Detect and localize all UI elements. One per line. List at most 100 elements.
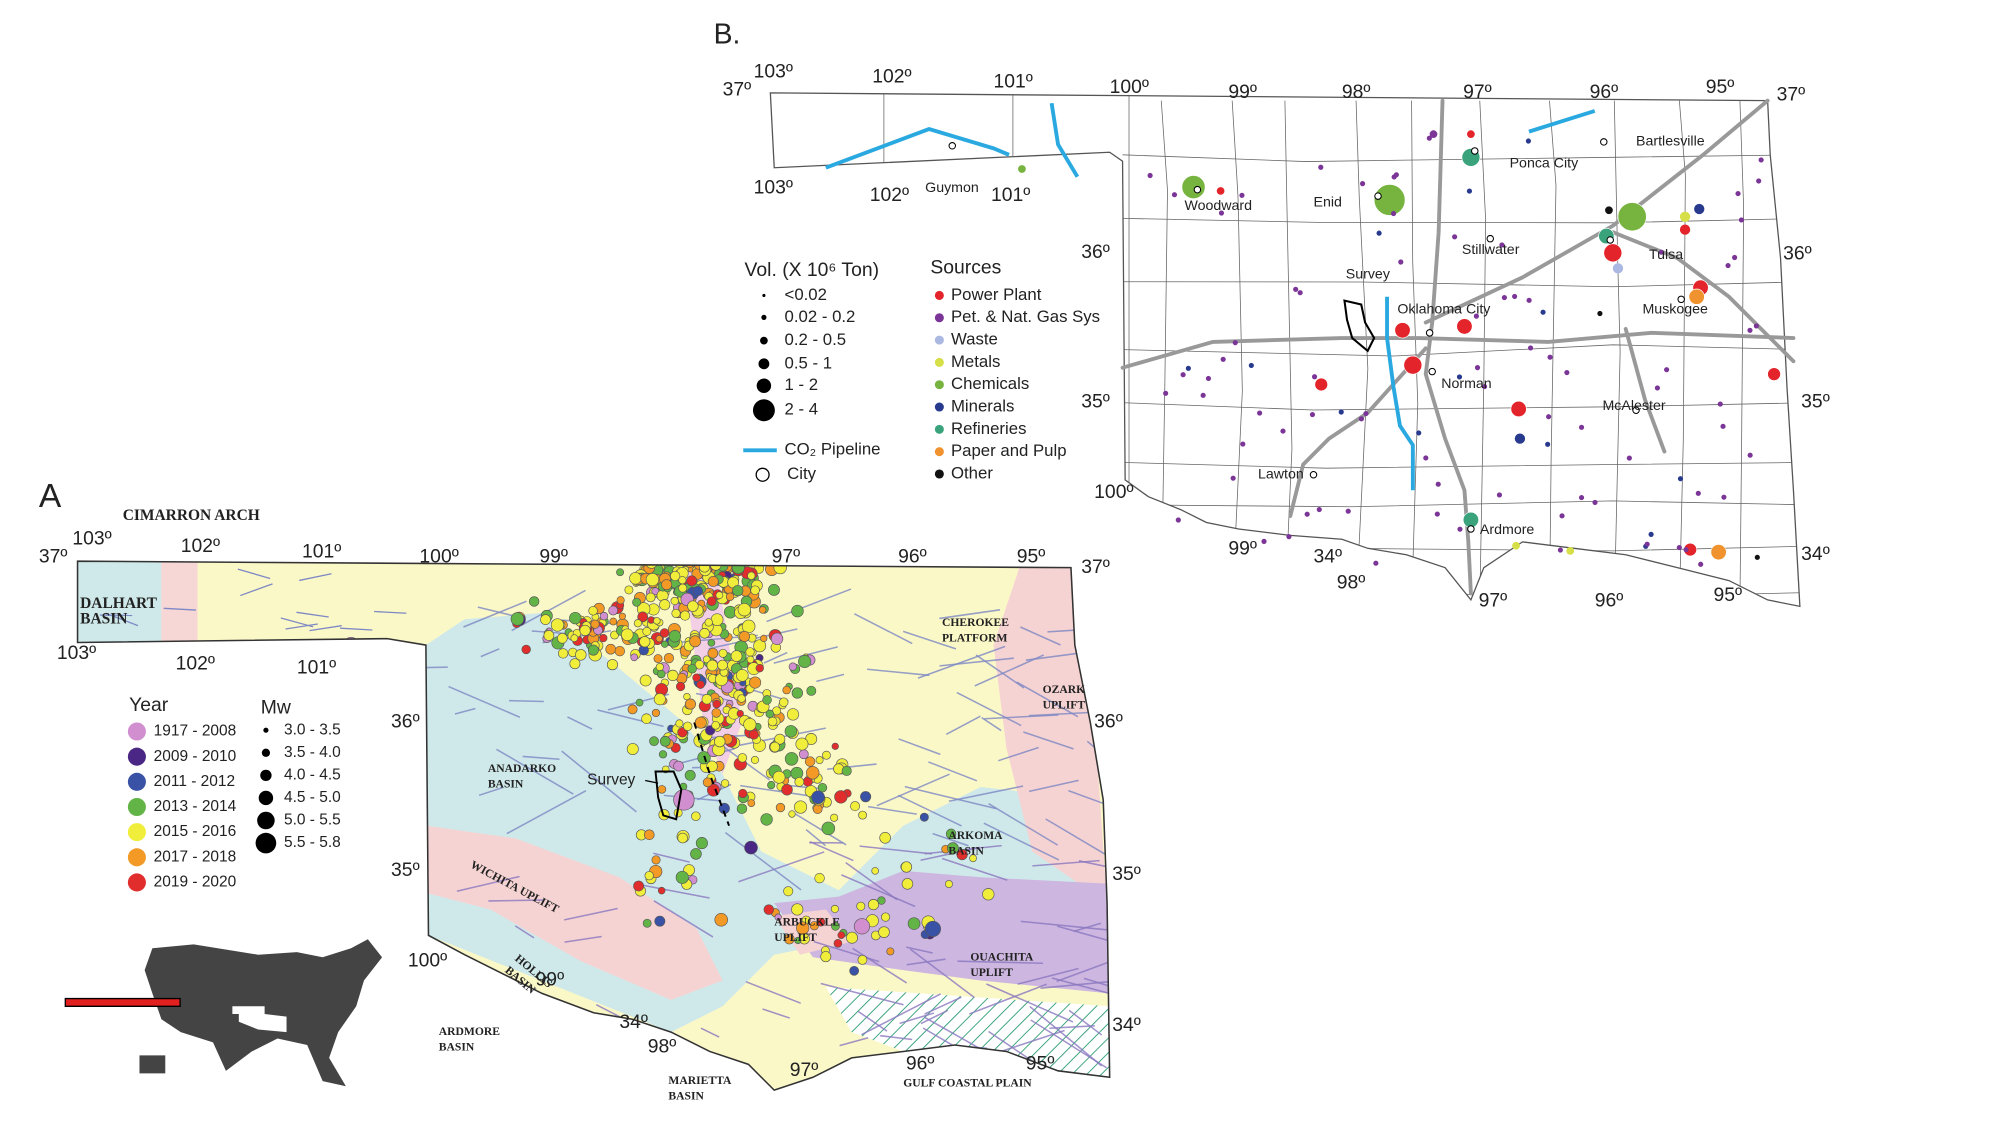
earthquake — [812, 804, 823, 814]
city-marker — [1428, 367, 1436, 376]
fault — [841, 874, 916, 908]
region-label: CIMARRON ARCH — [123, 507, 260, 524]
emission-source — [1175, 517, 1181, 523]
fault — [1068, 789, 1106, 805]
earthquake — [642, 549, 650, 557]
fault — [902, 630, 957, 650]
fault — [816, 673, 845, 683]
legend-swatch — [934, 424, 944, 434]
earthquake — [682, 549, 693, 560]
earthquake — [727, 541, 735, 549]
earthquake — [690, 848, 702, 860]
earthquake — [767, 716, 778, 727]
earthquake — [858, 810, 867, 820]
emission-source — [1239, 192, 1245, 198]
earthquake — [707, 647, 719, 659]
earthquake — [924, 920, 941, 937]
earthquake — [665, 540, 677, 552]
fault — [478, 786, 504, 797]
emission-source — [1564, 369, 1570, 376]
fault — [984, 714, 1059, 720]
earthquake — [717, 659, 728, 671]
legend-swatch — [261, 748, 271, 757]
earthquake — [686, 575, 698, 587]
earthquake — [687, 561, 698, 564]
legend-label: 2019 - 2020 — [154, 874, 237, 891]
coordinate-label: 103º — [754, 176, 793, 198]
legend-label: 4.0 - 4.5 — [284, 766, 341, 783]
legend-label: 0.2 - 0.5 — [785, 330, 847, 349]
earthquake — [815, 756, 824, 765]
region-label-line: OUACHITA — [970, 950, 1034, 963]
earthquake — [678, 576, 687, 585]
dalhart-basin — [77, 561, 162, 646]
earthquake — [767, 781, 776, 790]
coordinate-label: 99º — [1228, 81, 1257, 103]
coordinate-label: 96º — [1590, 81, 1619, 103]
earthquake — [775, 802, 786, 813]
fault — [1020, 626, 1061, 646]
legend-swatch — [127, 873, 146, 892]
highway — [1610, 230, 1796, 364]
earthquake — [643, 829, 655, 841]
emission-source — [1467, 130, 1475, 139]
earthquake — [660, 544, 669, 553]
earthquake — [667, 669, 679, 682]
earthquake — [784, 933, 795, 945]
legend-label: 2017 - 2018 — [154, 848, 237, 865]
earthquake — [696, 538, 707, 549]
emission-source — [1311, 374, 1318, 380]
county-line — [1160, 100, 1168, 607]
earthquake — [645, 592, 656, 603]
emission-source — [1695, 490, 1701, 496]
earthquake — [744, 840, 758, 855]
emission-source — [1240, 441, 1246, 447]
emission-source — [1426, 135, 1432, 141]
earthquake — [624, 585, 634, 595]
emission-source — [1698, 561, 1704, 567]
region-label-line: PLATFORM — [942, 631, 1008, 644]
earthquake — [633, 619, 643, 628]
earthquake — [649, 533, 658, 542]
emission-source — [1664, 367, 1670, 373]
earthquake — [636, 528, 646, 538]
earthquake — [814, 872, 825, 884]
earthquake — [728, 538, 735, 545]
coordinate-label: 99º — [536, 969, 565, 991]
emission-source — [1747, 452, 1753, 458]
legend-swatch — [255, 832, 277, 854]
fault — [240, 583, 273, 597]
city-marker — [1374, 192, 1382, 200]
earthquake — [694, 716, 707, 729]
earthquake — [725, 592, 735, 601]
emission-source — [1358, 416, 1365, 422]
emission-source — [1754, 554, 1760, 560]
region-label-line: ARDMORE — [439, 1025, 501, 1038]
legend-label: 3.5 - 4.0 — [284, 744, 341, 761]
oklahoma-highlight — [232, 1006, 287, 1033]
earthquake — [653, 525, 663, 535]
earthquake — [658, 540, 668, 550]
coordinate-label: 96º — [898, 545, 927, 567]
coordinate-label: 97º — [772, 545, 801, 567]
earthquake — [956, 848, 968, 861]
emission-source — [1720, 423, 1726, 429]
emission-source — [1373, 560, 1379, 566]
emission-source — [1510, 400, 1527, 418]
earthquake — [683, 548, 691, 556]
legend-swatch — [755, 467, 770, 482]
earthquake — [654, 915, 666, 927]
fault — [906, 958, 946, 966]
earthquake — [653, 654, 663, 664]
emission-source — [1617, 202, 1647, 232]
emission-source — [1603, 243, 1623, 263]
legend-swatch — [762, 293, 766, 297]
earthquake — [747, 571, 756, 580]
earthquake — [757, 523, 769, 535]
earthquake — [765, 709, 775, 719]
fault — [296, 611, 329, 618]
emission-source — [1578, 495, 1585, 501]
earthquake — [661, 579, 673, 591]
earthquake — [711, 708, 722, 718]
fault — [1020, 920, 1107, 931]
